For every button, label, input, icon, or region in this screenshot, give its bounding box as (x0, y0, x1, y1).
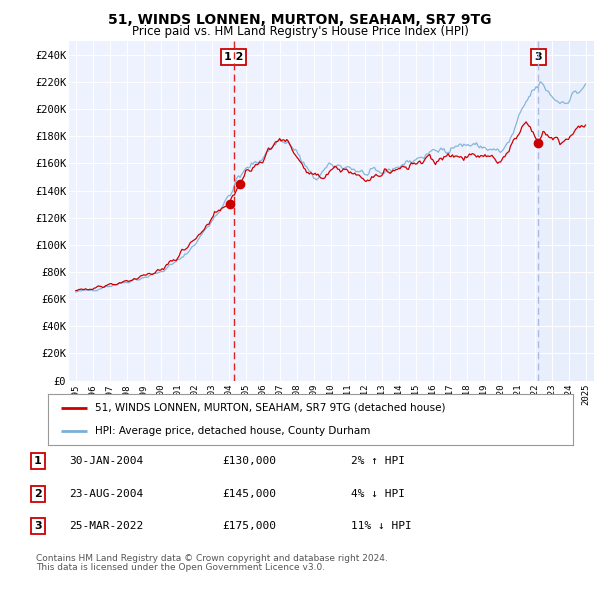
Text: Price paid vs. HM Land Registry's House Price Index (HPI): Price paid vs. HM Land Registry's House … (131, 25, 469, 38)
Text: 2: 2 (34, 489, 41, 499)
Text: 1: 1 (34, 457, 41, 466)
Text: 4% ↓ HPI: 4% ↓ HPI (351, 489, 405, 499)
Text: 3: 3 (34, 522, 41, 531)
Text: This data is licensed under the Open Government Licence v3.0.: This data is licensed under the Open Gov… (36, 563, 325, 572)
Text: HPI: Average price, detached house, County Durham: HPI: Average price, detached house, Coun… (95, 427, 371, 437)
Text: £145,000: £145,000 (222, 489, 276, 499)
Text: 23-AUG-2004: 23-AUG-2004 (69, 489, 143, 499)
Text: 51, WINDS LONNEN, MURTON, SEAHAM, SR7 9TG (detached house): 51, WINDS LONNEN, MURTON, SEAHAM, SR7 9T… (95, 402, 446, 412)
Text: Contains HM Land Registry data © Crown copyright and database right 2024.: Contains HM Land Registry data © Crown c… (36, 555, 388, 563)
Text: 2% ↑ HPI: 2% ↑ HPI (351, 457, 405, 466)
Text: 1 2: 1 2 (224, 52, 244, 62)
Text: 11% ↓ HPI: 11% ↓ HPI (351, 522, 412, 531)
Text: 30-JAN-2004: 30-JAN-2004 (69, 457, 143, 466)
Bar (538, 41, 594, 381)
Text: 3: 3 (535, 52, 542, 62)
Text: 25-MAR-2022: 25-MAR-2022 (69, 522, 143, 531)
Text: 51, WINDS LONNEN, MURTON, SEAHAM, SR7 9TG: 51, WINDS LONNEN, MURTON, SEAHAM, SR7 9T… (108, 13, 492, 27)
Text: £175,000: £175,000 (222, 522, 276, 531)
Text: £130,000: £130,000 (222, 457, 276, 466)
